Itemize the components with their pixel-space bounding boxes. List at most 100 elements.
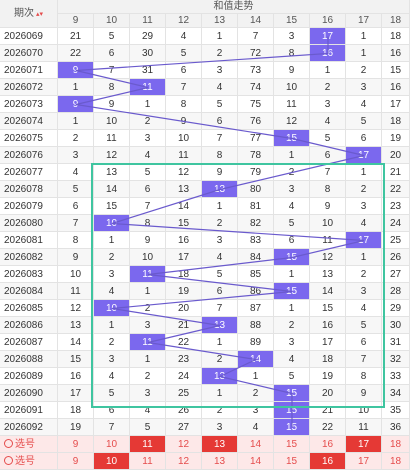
- issue-number: 2026069: [0, 28, 58, 45]
- trend-cell: 7: [94, 419, 130, 436]
- trend-cell: 4: [58, 164, 94, 181]
- trend-cell: 3: [346, 283, 382, 300]
- trend-cell: 7: [310, 164, 346, 181]
- trend-cell: 32: [382, 351, 410, 368]
- number-button[interactable]: 15: [274, 453, 310, 470]
- trend-cell: 12: [58, 300, 94, 317]
- trend-cell: 3: [58, 147, 94, 164]
- trend-cell: 16: [166, 232, 202, 249]
- number-button[interactable]: 11: [130, 453, 166, 470]
- trend-cell: 1: [202, 334, 238, 351]
- issue-number: 2026092: [0, 419, 58, 436]
- trend-cell: 31: [382, 334, 410, 351]
- trend-cell: 86: [238, 283, 274, 300]
- number-button[interactable]: 13: [202, 453, 238, 470]
- number-button[interactable]: 12: [166, 453, 202, 470]
- trend-cell: 4: [166, 28, 202, 45]
- number-button[interactable]: 18: [382, 436, 410, 453]
- issue-number: 2026078: [0, 181, 58, 198]
- trend-cell: 19: [382, 130, 410, 147]
- trend-cell: 13: [310, 266, 346, 283]
- trend-cell: 82: [238, 215, 274, 232]
- picked-number-button[interactable]: 10: [94, 453, 130, 470]
- issue-column-header[interactable]: 期次 ▴▾: [0, 0, 58, 28]
- picked-number-button[interactable]: 16: [310, 453, 346, 470]
- trend-cell: 3: [310, 96, 346, 113]
- trend-cell: 3: [274, 28, 310, 45]
- sort-icon[interactable]: ▴▾: [34, 11, 43, 18]
- number-button[interactable]: 16: [310, 436, 346, 453]
- trend-cell: 1: [238, 368, 274, 385]
- trend-cell: 4: [94, 368, 130, 385]
- trend-cell: 2: [202, 402, 238, 419]
- picked-number-button[interactable]: 17: [346, 436, 382, 453]
- picked-number-button[interactable]: 13: [202, 436, 238, 453]
- trend-cell: 4: [310, 113, 346, 130]
- trend-cell: 3: [202, 419, 238, 436]
- trend-cell: 83: [238, 232, 274, 249]
- trend-cell: 9: [346, 385, 382, 402]
- trend-cell: 13: [166, 181, 202, 198]
- trend-cell: 89: [238, 334, 274, 351]
- trend-cell: 10: [346, 402, 382, 419]
- trend-cell: 14: [166, 198, 202, 215]
- number-button[interactable]: 9: [58, 453, 94, 470]
- trend-cell: 20: [310, 385, 346, 402]
- trend-cell: 3: [94, 266, 130, 283]
- radio-circle-icon[interactable]: [4, 456, 13, 465]
- trend-cell: 12: [274, 113, 310, 130]
- issue-number: 2026085: [0, 300, 58, 317]
- trend-cell: 6: [202, 113, 238, 130]
- issue-number: 2026071: [0, 62, 58, 79]
- trend-cell: 9: [94, 96, 130, 113]
- trend-cell: 2: [238, 385, 274, 402]
- group-title-header: 和值走势: [58, 0, 410, 14]
- trend-hit-cell: 11: [130, 266, 166, 283]
- issue-number: 2026091: [0, 402, 58, 419]
- column-header: 16: [310, 14, 346, 28]
- number-button[interactable]: 14: [238, 436, 274, 453]
- trend-cell: 6: [310, 147, 346, 164]
- picked-number-button[interactable]: 11: [130, 436, 166, 453]
- trend-cell: 84: [238, 249, 274, 266]
- trend-cell: 1: [130, 351, 166, 368]
- column-header: 18: [382, 14, 410, 28]
- number-button[interactable]: 10: [94, 436, 130, 453]
- number-button[interactable]: 15: [274, 436, 310, 453]
- trend-cell: 6: [58, 198, 94, 215]
- column-header: 13: [202, 14, 238, 28]
- trend-hit-cell: 13: [202, 181, 238, 198]
- number-button[interactable]: 17: [346, 453, 382, 470]
- trend-cell: 5: [130, 419, 166, 436]
- trend-cell: 7: [58, 215, 94, 232]
- number-button[interactable]: 14: [238, 453, 274, 470]
- number-button[interactable]: 18: [382, 453, 410, 470]
- number-button[interactable]: 9: [58, 436, 94, 453]
- trend-cell: 3: [274, 181, 310, 198]
- column-header: 9: [58, 14, 94, 28]
- trend-hit-cell: 10: [94, 215, 130, 232]
- trend-cell: 1: [274, 266, 310, 283]
- issue-number: 2026087: [0, 334, 58, 351]
- trend-cell: 1: [58, 113, 94, 130]
- trend-cell: 18: [58, 402, 94, 419]
- trend-cell: 7: [166, 79, 202, 96]
- trend-cell: 6: [94, 45, 130, 62]
- trend-cell: 77: [238, 130, 274, 147]
- trend-cell: 6: [346, 334, 382, 351]
- trend-cell: 18: [382, 113, 410, 130]
- issue-number: 2026084: [0, 283, 58, 300]
- trend-cell: 16: [382, 79, 410, 96]
- trend-cell: 5: [202, 266, 238, 283]
- trend-cell: 6: [274, 232, 310, 249]
- trend-cell: 9: [130, 232, 166, 249]
- trend-cell: 1: [202, 28, 238, 45]
- issue-number: 2026083: [0, 266, 58, 283]
- trend-cell: 2: [274, 317, 310, 334]
- trend-cell: 21: [310, 402, 346, 419]
- number-button[interactable]: 12: [166, 436, 202, 453]
- trend-cell: 26: [382, 249, 410, 266]
- trend-cell: 78: [238, 147, 274, 164]
- trend-cell: 6: [346, 130, 382, 147]
- trend-cell: 9: [310, 198, 346, 215]
